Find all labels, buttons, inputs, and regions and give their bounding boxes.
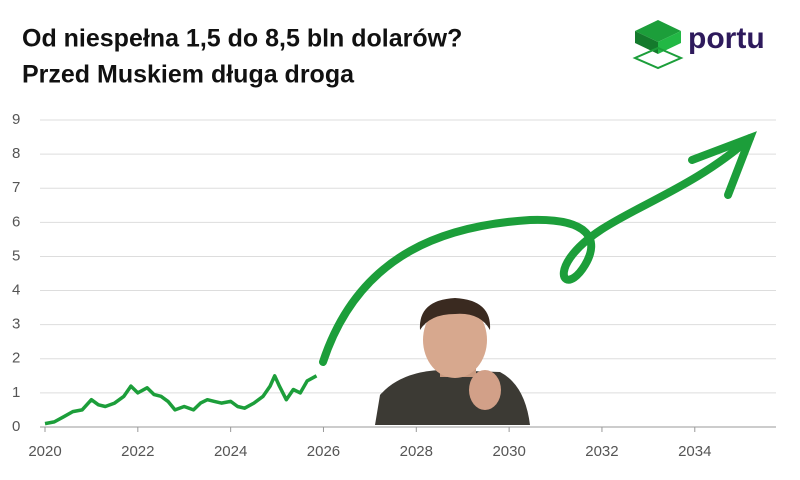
x-tick-label: 2034 (678, 443, 711, 460)
x-tick-label: 2028 (400, 443, 433, 460)
y-tick-label: 6 (12, 213, 20, 230)
x-tick-label: 2022 (121, 443, 154, 460)
logo-icon (632, 20, 684, 70)
y-tick-label: 2 (12, 350, 20, 367)
x-tick-label: 2030 (492, 443, 525, 460)
y-tick-label: 9 (12, 111, 20, 128)
data-line (44, 374, 318, 426)
chart-title: Od niespełna 1,5 do 8,5 bln dolarów? (22, 25, 462, 53)
arrow (319, 131, 757, 366)
y-tick-label: 3 (12, 316, 20, 333)
x-tick-label: 2026 (307, 443, 340, 460)
x-tick-label: 2024 (214, 443, 247, 460)
y-tick-label: 5 (12, 247, 20, 264)
chart-title: Przed Muskiem długa droga (22, 61, 355, 89)
grid: 0 1 2 3 4 5 6 7 8 9 2020 2022 2024 2026 2028 2030 2032 20… (12, 111, 776, 460)
logo-text: portu (688, 22, 765, 55)
x-tick-label: 2020 (28, 443, 61, 460)
y-tick-label: 1 (12, 384, 20, 401)
photo (375, 298, 530, 425)
y-tick-label: 8 (12, 145, 20, 162)
x-tick-label: 2032 (585, 443, 618, 460)
y-tick-label: 7 (12, 179, 20, 196)
y-tick-label: 0 (12, 418, 20, 435)
y-tick-label: 4 (12, 282, 20, 299)
